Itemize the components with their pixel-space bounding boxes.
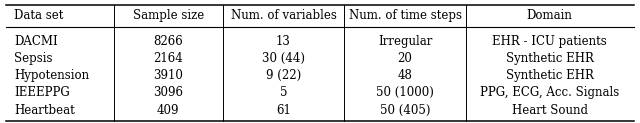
Text: Heartbeat: Heartbeat	[14, 104, 75, 117]
Text: Data set: Data set	[14, 9, 63, 23]
Text: 50 (405): 50 (405)	[380, 104, 430, 117]
Text: 50 (1000): 50 (1000)	[376, 86, 434, 99]
Text: 9 (22): 9 (22)	[266, 69, 301, 82]
Text: Sepsis: Sepsis	[14, 52, 52, 65]
Text: Synthetic EHR: Synthetic EHR	[506, 52, 594, 65]
Text: 30 (44): 30 (44)	[262, 52, 305, 65]
Text: 48: 48	[397, 69, 413, 82]
Text: Num. of time steps: Num. of time steps	[349, 9, 461, 23]
Text: Heart Sound: Heart Sound	[512, 104, 588, 117]
Text: Synthetic EHR: Synthetic EHR	[506, 69, 594, 82]
Text: 5: 5	[280, 86, 287, 99]
Text: DACMI: DACMI	[14, 35, 58, 48]
Text: 8266: 8266	[154, 35, 183, 48]
Text: Irregular: Irregular	[378, 35, 432, 48]
Text: Num. of variables: Num. of variables	[230, 9, 337, 23]
Text: 409: 409	[157, 104, 180, 117]
Text: PPG, ECG, Acc. Signals: PPG, ECG, Acc. Signals	[480, 86, 620, 99]
Text: Domain: Domain	[527, 9, 573, 23]
Text: Hypotension: Hypotension	[14, 69, 89, 82]
Text: 2164: 2164	[154, 52, 183, 65]
Text: 61: 61	[276, 104, 291, 117]
Text: EHR - ICU patients: EHR - ICU patients	[492, 35, 607, 48]
Text: 3096: 3096	[154, 86, 183, 99]
Text: 20: 20	[397, 52, 413, 65]
Text: 13: 13	[276, 35, 291, 48]
Text: IEEEPPG: IEEEPPG	[14, 86, 70, 99]
Text: Sample size: Sample size	[132, 9, 204, 23]
Text: 3910: 3910	[154, 69, 183, 82]
